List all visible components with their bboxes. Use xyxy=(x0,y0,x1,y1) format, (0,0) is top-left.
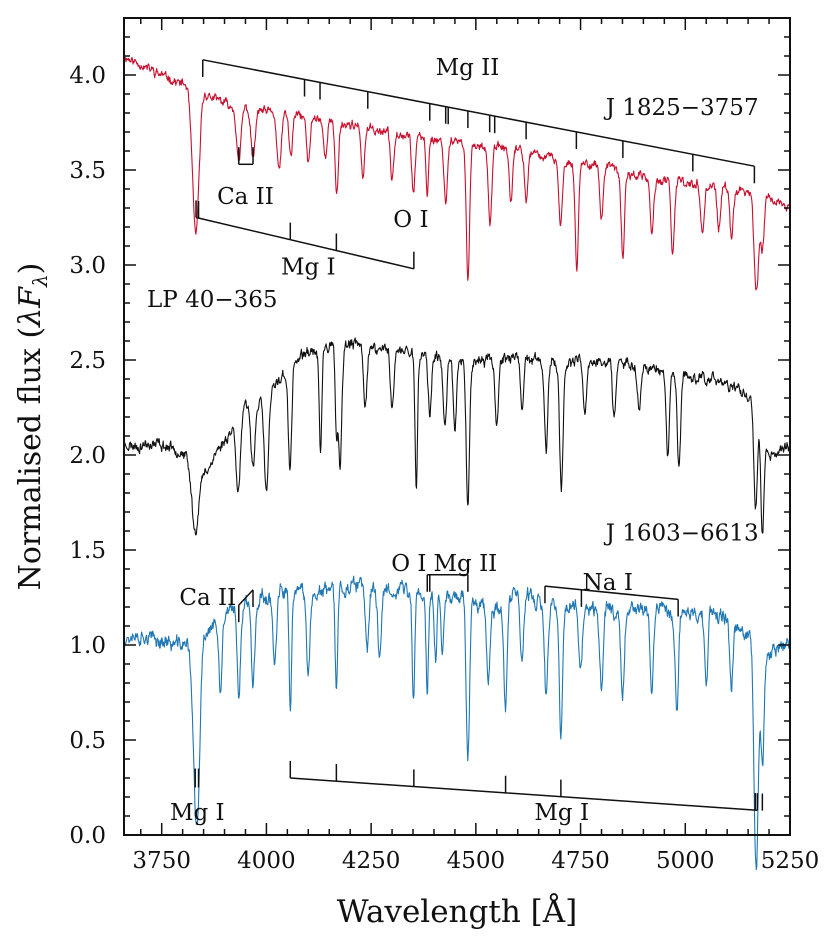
x-tick-label: 4750 xyxy=(551,848,610,874)
annotation-layer: J 1825−3757 LP 40−365 J 1603−6613 Mg II Ca I… xyxy=(147,55,764,826)
y-tick-label: 0.5 xyxy=(69,728,106,754)
line-id-mg-ii: Mg II xyxy=(426,551,497,592)
y-tick-label: 3.0 xyxy=(69,253,106,279)
x-axis-title: Wavelength [Å] xyxy=(337,892,577,930)
star-label: J 1603−6613 xyxy=(604,521,759,547)
y-tick-label: 3.5 xyxy=(69,158,106,184)
line-id-bar xyxy=(290,777,758,812)
line-id-label: O I xyxy=(391,551,426,577)
spectrum-line-j-1825-3757 xyxy=(123,55,791,291)
line-id-ca-ii: Ca II xyxy=(217,147,274,210)
line-id-bar xyxy=(544,585,679,601)
line-id-na-i: Na I xyxy=(544,570,679,617)
line-id-o-i: O I xyxy=(391,551,426,577)
y-axis-title-main: Normalised flux ( xyxy=(13,327,48,591)
x-tick-label: 3750 xyxy=(132,848,191,874)
line-id-mg-i: Mg I xyxy=(289,760,764,826)
line-id-label: O I xyxy=(393,207,428,233)
line-id-bar xyxy=(202,59,755,167)
line-id-label: Ca II xyxy=(179,585,236,611)
y-tick-label: 1.0 xyxy=(69,633,106,659)
tick-layer: 3750 4000 4250 4500 4750 5000 5250 0.0 0.5 1.0 1.5… xyxy=(69,18,819,874)
y-axis-title-subscript: λ xyxy=(28,274,52,288)
x-tick-label: 4250 xyxy=(342,848,401,874)
line-id-bar xyxy=(238,589,254,606)
x-tick-label: 5250 xyxy=(761,848,820,874)
line-id-label: Mg I xyxy=(170,800,225,826)
line-id-o-i: O I xyxy=(393,207,428,233)
y-tick-label: 1.5 xyxy=(69,538,106,564)
line-id-label: Na I xyxy=(583,570,633,596)
y-tick-label: 0.0 xyxy=(69,823,106,849)
line-id-bar xyxy=(195,216,415,270)
spectra-layer xyxy=(123,55,791,871)
y-axis-title-symbol: λF xyxy=(13,286,48,328)
line-id-ca-ii: Ca II xyxy=(179,585,254,623)
line-id-mg-i: Mg I xyxy=(170,768,225,826)
y-tick-label: 2.5 xyxy=(69,348,106,374)
x-tick-label: 5000 xyxy=(656,848,715,874)
star-label: J 1825−3757 xyxy=(604,95,759,121)
line-id-mg-ii: Mg II xyxy=(201,55,756,184)
line-id-label: Mg II xyxy=(433,551,497,577)
y-tick-label: 2.0 xyxy=(69,443,106,469)
spectrum-line-lp-40-365 xyxy=(123,337,791,536)
star-label: LP 40−365 xyxy=(147,287,277,313)
x-tick-label: 4500 xyxy=(447,848,506,874)
x-tick-label: 4000 xyxy=(237,848,296,874)
line-id-label: Mg II xyxy=(436,55,500,81)
y-tick-label: 4.0 xyxy=(69,63,106,89)
line-id-label: Mg I xyxy=(281,255,336,281)
y-axis-title: Normalised flux (λFλ) xyxy=(13,263,52,591)
y-axis-title-close: ) xyxy=(13,263,48,275)
plot-frame xyxy=(123,17,791,836)
line-id-label: Ca II xyxy=(217,184,274,210)
spectrum-line-j-1603-6613 xyxy=(123,575,791,871)
line-id-label: Mg I xyxy=(534,800,589,826)
line-id-mg-i: Mg I xyxy=(195,200,415,281)
